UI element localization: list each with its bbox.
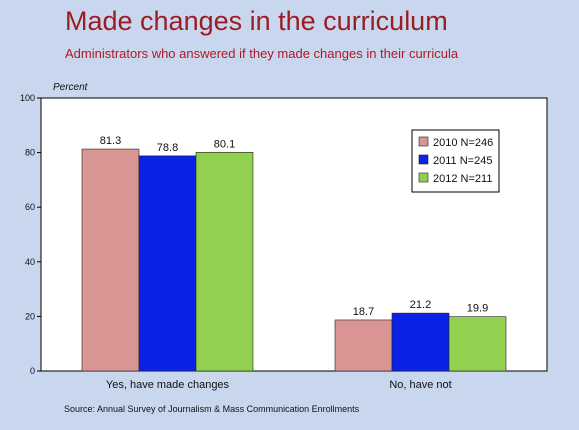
bar-1-2	[448, 316, 507, 372]
bar-1-1	[391, 312, 450, 372]
bars: 81.3 78.8 80.1 18.7 21.2 19.9	[81, 135, 507, 372]
data-label-0-0: 81.3	[100, 135, 121, 147]
category-label-1: No, have not	[389, 379, 451, 391]
chart-subtitle: Administrators who answered if they made…	[65, 46, 459, 61]
legend-swatch-2	[418, 172, 429, 183]
data-label-1-0: 18.7	[353, 306, 374, 318]
data-label-0-2: 80.1	[214, 138, 235, 150]
bar-1-0	[334, 319, 393, 372]
y-tick-label-80: 80	[25, 148, 35, 158]
bar-0-1	[138, 155, 197, 372]
y-axis-label: Percent	[53, 82, 88, 93]
legend-label-1: 2011 N=245	[433, 155, 492, 167]
y-tick-label-100: 100	[20, 93, 35, 103]
y-tick-label-40: 40	[25, 257, 35, 267]
bar-0-2	[195, 152, 254, 372]
y-tick-label-0: 0	[30, 366, 35, 376]
data-label-1-2: 19.9	[467, 303, 488, 315]
legend-swatch-0	[418, 136, 429, 147]
y-axis-ticks: 0 20 40 60 80 100	[20, 93, 41, 376]
y-tick-label-20: 20	[25, 311, 35, 321]
legend-label-2: 2012 N=211	[433, 173, 492, 185]
chart-title: Made changes in the curriculum	[65, 6, 448, 36]
legend-label-0: 2010 N=246	[433, 137, 493, 149]
category-label-0: Yes, have made changes	[106, 379, 230, 391]
data-label-0-1: 78.8	[157, 142, 178, 154]
category-labels: Yes, have made changes No, have not	[106, 379, 452, 391]
y-tick-label-60: 60	[25, 202, 35, 212]
legend-swatch-1	[418, 154, 429, 165]
source-note: Source: Annual Survey of Journalism & Ma…	[64, 404, 360, 414]
bar-0-0	[81, 148, 140, 372]
data-label-1-1: 21.2	[410, 299, 431, 311]
legend: 2010 N=246 2011 N=245 2012 N=211	[411, 129, 500, 193]
